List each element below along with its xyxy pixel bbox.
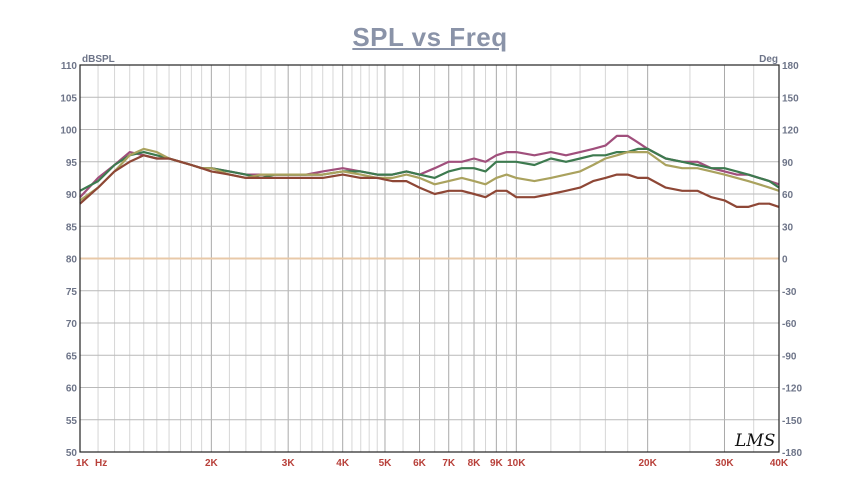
y2-tick-label: -180 [782,448,802,459]
series-layer [79,134,780,208]
x-tick-label: 30K [715,458,734,469]
y-tick-label: 90 [66,190,78,201]
x-tick-label: 5K [379,458,393,469]
y-tick-label: 110 [61,61,78,72]
y-right-unit-label: Deg [759,54,778,65]
y2-tick-label: -30 [782,287,797,298]
x-tick-label: 7K [442,458,456,469]
y-tick-label: 75 [66,287,78,298]
y-tick-label: 100 [60,126,77,137]
y2-tick-label: 120 [782,126,799,137]
y2-tick-label: -90 [782,351,797,362]
y2-tick-label: -60 [782,319,797,330]
x-unit-label: Hz [95,458,107,469]
y-tick-label: 85 [66,222,78,233]
y-tick-label: 55 [66,416,78,427]
x-tick-label: 1K [76,458,90,469]
lms-logo: LMS [734,431,775,451]
x-tick-label: 10K [507,458,526,469]
y-tick-label: 60 [66,384,78,395]
x-axis-ticks: 1K 2K 3K 4K 5K 6K 7K 8K 9K 10K 20K 30K 40K [76,458,789,469]
y-tick-label: 50 [66,448,78,459]
x-tick-label: 3K [282,458,296,469]
x-tick-label: 6K [413,458,427,469]
y2-tick-label: 150 [782,93,799,104]
y-tick-label: 80 [66,255,78,266]
y2-tick-label: 0 [782,255,788,266]
y2-tick-label: 30 [782,222,794,233]
x-tick-label: 4K [336,458,350,469]
y-tick-label: 65 [66,351,78,362]
x-tick-label: 8K [468,458,482,469]
y-axis-left-ticks: 110 105 100 95 90 85 80 75 70 65 60 55 50 [60,61,77,459]
x-tick-label: 20K [638,458,657,469]
y-axis-right-ticks: 180 150 120 90 60 30 0 -30 -60 -90 -120 -150 -180 [782,61,802,459]
y-tick-label: 105 [60,93,77,104]
x-tick-label: 9K [490,458,504,469]
plot-frame [79,64,780,453]
y2-tick-label: -120 [782,384,802,395]
chart-title: SPL vs Freq [352,22,508,52]
y-tick-label: 70 [66,319,78,330]
series-line-4 [79,154,780,208]
x-tick-label: 2K [205,458,219,469]
y-left-unit-label: dBSPL [82,54,115,65]
x-tick-label: 40K [770,458,789,469]
y2-tick-label: 90 [782,158,794,169]
y-tick-label: 95 [66,158,78,169]
y2-tick-label: 60 [782,190,794,201]
y2-tick-label: 180 [782,61,799,72]
y2-tick-label: -150 [782,416,802,427]
